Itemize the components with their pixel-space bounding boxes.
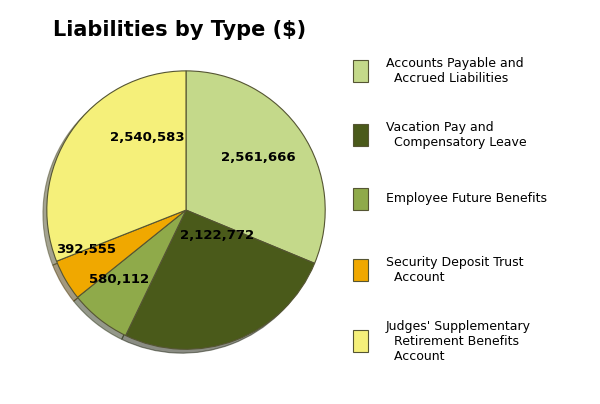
Wedge shape [125, 210, 314, 349]
FancyBboxPatch shape [353, 259, 368, 281]
Text: Liabilities by Type ($): Liabilities by Type ($) [53, 20, 307, 40]
Text: Security Deposit Trust
  Account: Security Deposit Trust Account [386, 256, 523, 284]
Text: 392,555: 392,555 [56, 242, 116, 256]
Wedge shape [47, 71, 186, 261]
FancyBboxPatch shape [353, 124, 368, 145]
Text: Accounts Payable and
  Accrued Liabilities: Accounts Payable and Accrued Liabilities [386, 57, 523, 85]
Wedge shape [56, 210, 186, 297]
Wedge shape [77, 210, 186, 335]
FancyBboxPatch shape [353, 188, 368, 210]
Text: Judges' Supplementary
  Retirement Benefits
  Account: Judges' Supplementary Retirement Benefit… [386, 320, 531, 363]
Text: Employee Future Benefits: Employee Future Benefits [386, 192, 547, 205]
Text: Vacation Pay and
  Compensatory Leave: Vacation Pay and Compensatory Leave [386, 121, 526, 149]
Text: 580,112: 580,112 [89, 273, 149, 286]
Wedge shape [186, 71, 325, 263]
Text: 2,540,583: 2,540,583 [110, 131, 184, 144]
FancyBboxPatch shape [353, 330, 368, 352]
Text: 2,561,666: 2,561,666 [221, 151, 296, 164]
Text: 2,122,772: 2,122,772 [179, 229, 254, 242]
FancyBboxPatch shape [353, 60, 368, 82]
